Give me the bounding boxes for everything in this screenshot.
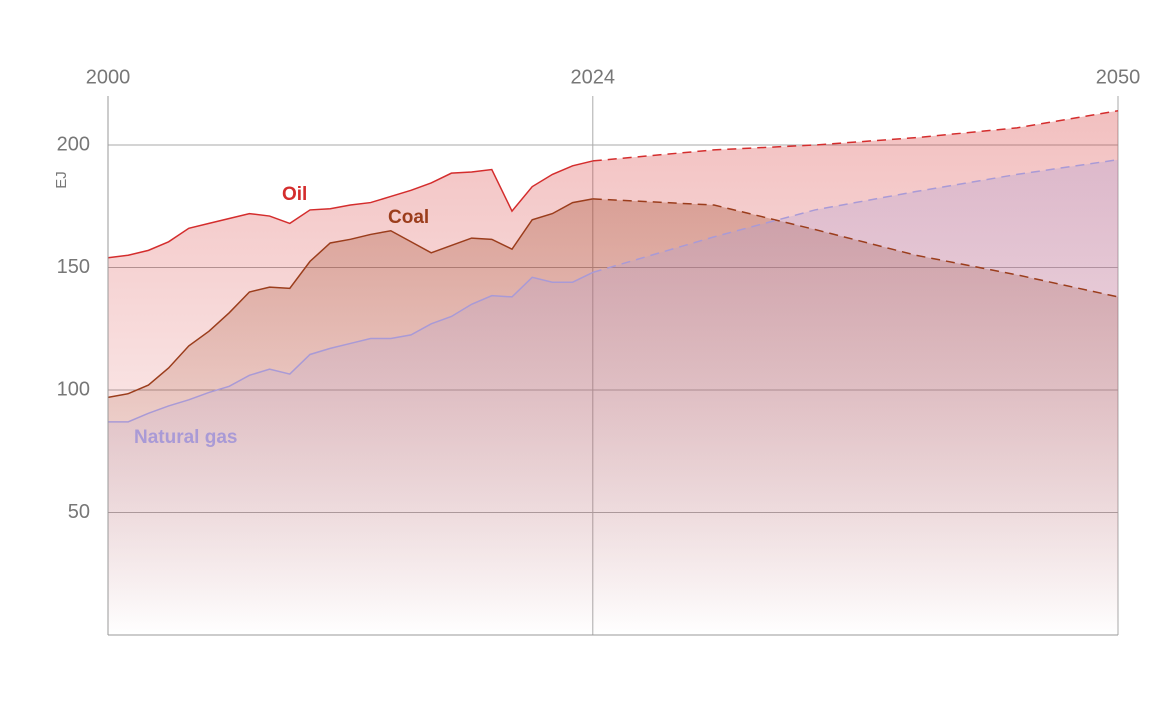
- projection-line: [592, 158, 1119, 274]
- y-axis-label: EJ: [53, 171, 70, 189]
- y-tick-label: 100: [57, 378, 90, 400]
- series-label: Coal: [388, 207, 429, 228]
- x-tick-label: 2000: [86, 66, 131, 88]
- x-tick-label: 2050: [1096, 66, 1141, 88]
- projection-line: [592, 198, 1119, 298]
- series-line: [108, 271, 594, 423]
- y-tick-label: 150: [57, 256, 90, 278]
- series-label: Oil: [282, 184, 307, 205]
- projection-line: [592, 109, 1119, 162]
- series-line: [107, 160, 593, 259]
- x-tick-label: 2024: [571, 66, 616, 88]
- y-tick-label: 50: [68, 501, 90, 523]
- y-tick-label: 200: [57, 133, 90, 155]
- series-line: [107, 198, 593, 399]
- area-fill: [108, 159, 1118, 635]
- series-label: Natural gas: [134, 427, 237, 448]
